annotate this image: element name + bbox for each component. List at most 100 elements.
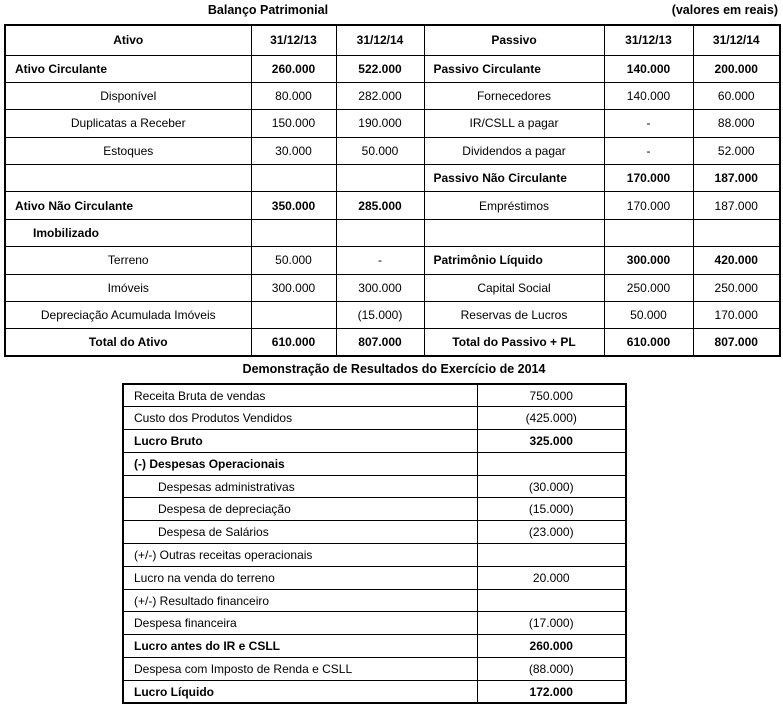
income-statement-row: Despesa de depreciação (15.000) bbox=[122, 497, 627, 522]
income-statement-row: (-) Despesas Operacionais bbox=[122, 451, 627, 476]
balance-sheet-cell bbox=[423, 218, 605, 248]
balance-sheet-row: Disponível 80.000 282.000 Fornecedores 140.0… bbox=[4, 81, 781, 111]
income-statement-cell: (15.000) bbox=[476, 497, 627, 522]
balance-sheet-title: Balanço Patrimonial bbox=[207, 3, 329, 17]
balance-sheet-cell: Ativo Não Circulante bbox=[4, 191, 252, 220]
balance-sheet-column-header: 31/12/13 bbox=[250, 24, 337, 56]
income-statement-cell: Lucro Líquido bbox=[122, 679, 478, 704]
balance-sheet-cell: 50.000 bbox=[335, 136, 425, 166]
balance-sheet-table: Ativo 31/12/13 31/12/14 Passivo 31/12/13 31/1… bbox=[4, 24, 781, 358]
balance-sheet-cell bbox=[603, 218, 694, 248]
balance-sheet-cell: Total do Ativo bbox=[4, 328, 252, 357]
balance-sheet-cell: 187.000 bbox=[692, 164, 781, 193]
income-statement-cell: Despesa financeira bbox=[122, 611, 478, 636]
balance-sheet-cell: Disponível bbox=[4, 81, 252, 111]
balance-sheet-cell: - bbox=[603, 109, 694, 138]
income-statement-row: Despesa financeira (17.000) bbox=[122, 611, 627, 636]
balance-sheet-cell: 140.000 bbox=[603, 54, 694, 83]
balance-sheet-cell: Terreno bbox=[4, 246, 252, 275]
balance-sheet-row: Estoques 30.000 50.000 Dividendos a pagar -5… bbox=[4, 136, 781, 166]
balance-sheet-cell: 88.000 bbox=[692, 109, 781, 138]
balance-sheet-cell: Capital Social bbox=[423, 273, 605, 303]
balance-sheet-cell: 190.000 bbox=[335, 109, 425, 138]
balance-sheet-row: Ativo Não Circulante 350.000 285.000 Emprés… bbox=[4, 191, 781, 220]
balance-sheet-cell: 60.000 bbox=[692, 81, 781, 111]
balance-sheet-cell: 260.000 bbox=[250, 54, 337, 83]
balance-sheet-cell bbox=[4, 164, 252, 193]
income-statement-body: Receita Bruta de vendas 750.000 Custo dos … bbox=[122, 383, 627, 704]
balance-sheet-cell: 80.000 bbox=[250, 81, 337, 111]
balance-sheet-cell: 300.000 bbox=[603, 246, 694, 275]
balance-sheet-cell: Ativo Circulante bbox=[4, 54, 252, 83]
balance-sheet-cell: 350.000 bbox=[250, 191, 337, 220]
balance-sheet-cell: (15.000) bbox=[335, 301, 425, 330]
income-statement-cell: Despesa de Salários bbox=[122, 520, 478, 545]
currency-unit-note: (valores em reais) bbox=[671, 3, 778, 17]
balance-sheet-cell: 807.000 bbox=[692, 328, 781, 357]
balance-sheet-cell: 250.000 bbox=[603, 273, 694, 303]
balance-sheet-cell: Total do Passivo + PL bbox=[423, 328, 605, 357]
balance-sheet-cell: 170.000 bbox=[603, 164, 694, 193]
balance-sheet-cell: IR/CSLL a pagar bbox=[423, 109, 605, 138]
income-statement-row: Lucro na venda do terreno 20.000 bbox=[122, 565, 627, 590]
income-statement-cell: (23.000) bbox=[476, 520, 627, 545]
balance-sheet-cell bbox=[250, 164, 337, 193]
balance-sheet-cell bbox=[692, 218, 781, 248]
income-statement-row: Lucro antes do IR e CSLL 260.000 bbox=[122, 634, 627, 659]
income-statement-cell: 260.000 bbox=[476, 634, 627, 659]
balance-sheet-cell: 30.000 bbox=[250, 136, 337, 166]
income-statement-row: Lucro Líquido 172.000 bbox=[122, 679, 627, 704]
income-statement-cell bbox=[476, 588, 627, 613]
balance-sheet-row: Imóveis 300.000 300.000 Capital Social 250.0… bbox=[4, 273, 781, 303]
balance-sheet-cell: Dividendos a pagar bbox=[423, 136, 605, 166]
income-statement-cell: (17.000) bbox=[476, 611, 627, 636]
balance-sheet-cell: 250.000 bbox=[692, 273, 781, 303]
income-statement-cell bbox=[476, 451, 627, 476]
balance-sheet-cell: 420.000 bbox=[692, 246, 781, 275]
income-statement-row: Lucro Bruto 325.000 bbox=[122, 429, 627, 453]
income-statement-cell: (88.000) bbox=[476, 657, 627, 681]
balance-sheet-cell: 285.000 bbox=[335, 191, 425, 220]
income-statement-cell: (-) Despesas Operacionais bbox=[122, 451, 478, 476]
balance-sheet-cell: 610.000 bbox=[603, 328, 694, 357]
income-statement-cell: Despesa de depreciação bbox=[122, 497, 478, 522]
balance-sheet-cell: 187.000 bbox=[692, 191, 781, 220]
income-statement-row: Custo dos Produtos Vendidos (425.000) bbox=[122, 406, 627, 431]
balance-sheet-row: Total do Ativo 610.000 807.000 Total do Pas… bbox=[4, 328, 781, 357]
balance-sheet-header-row: Ativo 31/12/13 31/12/14 Passivo 31/12/13 31/1… bbox=[4, 24, 781, 56]
income-statement-cell bbox=[476, 543, 627, 567]
balance-sheet-cell: Estoques bbox=[4, 136, 252, 166]
balance-sheet-cell: - bbox=[603, 136, 694, 166]
balance-sheet-column-header: 31/12/13 bbox=[603, 24, 694, 56]
income-statement-cell: 750.000 bbox=[476, 383, 627, 408]
income-statement-cell: Despesa com Imposto de Renda e CSLL bbox=[122, 657, 478, 681]
balance-sheet-cell: Duplicatas a Receber bbox=[4, 109, 252, 138]
balance-sheet-column-header: 31/12/14 bbox=[692, 24, 781, 56]
balance-sheet-cell: 807.000 bbox=[335, 328, 425, 357]
balance-sheet-cell: 50.000 bbox=[250, 246, 337, 275]
balance-sheet-row: Terreno 50.000- Patrimônio Líquido 300.000 4… bbox=[4, 246, 781, 275]
balance-sheet-cell: - bbox=[335, 246, 425, 275]
income-statement-row: Despesa com Imposto de Renda e CSLL (88.0… bbox=[122, 657, 627, 681]
income-statement-cell: (+/-) Outras receitas operacionais bbox=[122, 543, 478, 567]
balance-sheet-cell: 140.000 bbox=[603, 81, 694, 111]
balance-sheet-cell: Empréstimos bbox=[423, 191, 605, 220]
balance-sheet-column-header: 31/12/14 bbox=[335, 24, 425, 56]
balance-sheet-header: Ativo 31/12/13 31/12/14 Passivo 31/12/13 31/1… bbox=[4, 24, 781, 56]
income-statement-cell: (30.000) bbox=[476, 474, 627, 499]
balance-sheet-cell: 300.000 bbox=[250, 273, 337, 303]
income-statement-cell: 172.000 bbox=[476, 679, 627, 704]
income-statement-row: Receita Bruta de vendas 750.000 bbox=[122, 383, 627, 408]
income-statement-row: (+/-) Resultado financeiro bbox=[122, 588, 627, 613]
balance-sheet-cell: Passivo Circulante bbox=[423, 54, 605, 83]
balance-sheet-cell: Patrimônio Líquido bbox=[423, 246, 605, 275]
balance-sheet-cell: Reservas de Lucros bbox=[423, 301, 605, 330]
income-statement-table: Receita Bruta de vendas 750.000 Custo dos … bbox=[122, 383, 627, 704]
balance-sheet-cell: 170.000 bbox=[603, 191, 694, 220]
balance-sheet-cell bbox=[335, 218, 425, 248]
income-statement-cell: Custo dos Produtos Vendidos bbox=[122, 406, 478, 431]
income-statement-cell: Despesas administrativas bbox=[122, 474, 478, 499]
balance-sheet-cell: 200.000 bbox=[692, 54, 781, 83]
balance-sheet-row: Duplicatas a Receber 150.000 190.000 IR/CSL… bbox=[4, 109, 781, 138]
